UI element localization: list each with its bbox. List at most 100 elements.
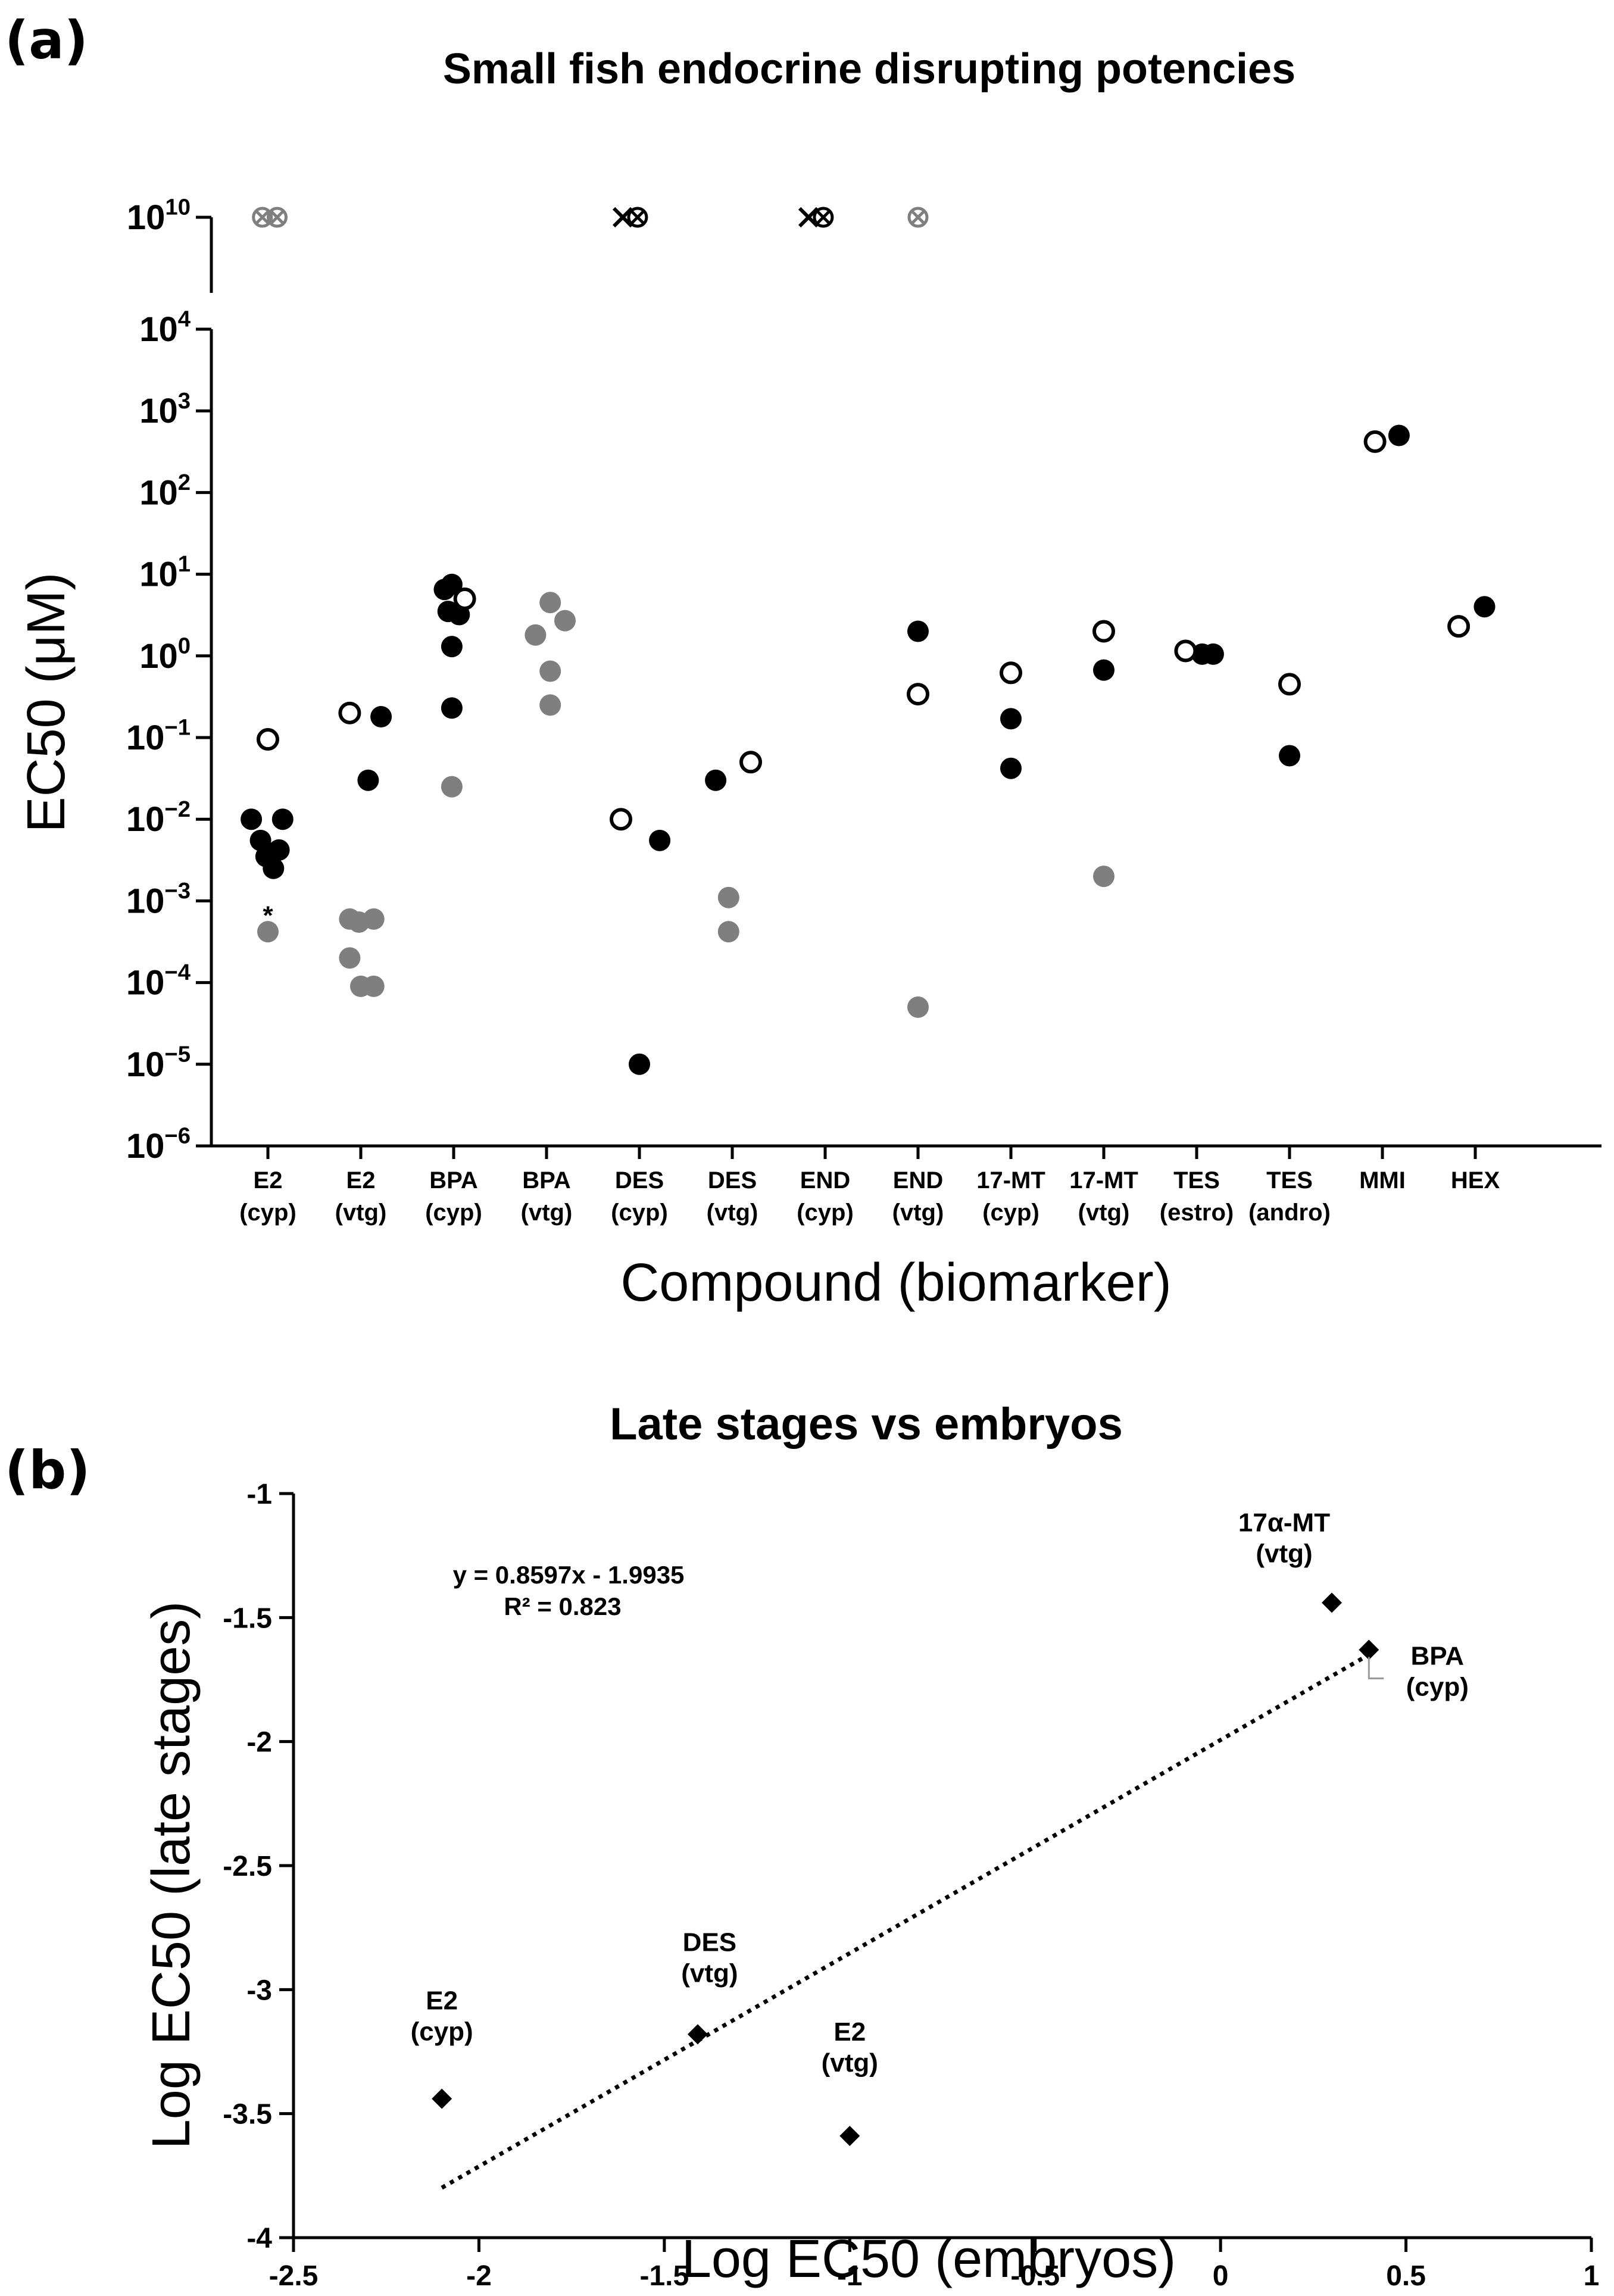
marker-cross — [816, 210, 831, 224]
y-tick-label: 10−5 — [126, 1041, 191, 1083]
x-tick-label: 0 — [1213, 2260, 1229, 2292]
marker-cross — [255, 210, 270, 224]
y-tick-label: 10−4 — [126, 960, 191, 1002]
x-tick-label: BPA — [429, 1167, 477, 1194]
trendline — [441, 1653, 1371, 2190]
x-tick-label: 17-MT — [976, 1167, 1045, 1194]
x-tick-label: DES — [708, 1167, 757, 1194]
panel-a-x-axis-label: Compound (biomarker) — [620, 1253, 1171, 1313]
data-point — [627, 207, 648, 228]
data-point — [441, 573, 463, 595]
data-point — [687, 2024, 708, 2045]
x-tick-label: (cyp) — [982, 1199, 1039, 1226]
data-point — [839, 2126, 860, 2147]
data-point — [441, 697, 463, 719]
data-point — [441, 636, 463, 658]
y-tick-label: -2.5 — [223, 1851, 272, 1882]
panel-a-plot: 10−6 10−5 10−4 10−3 10−2 10−1 100 101 102 103 104 1… — [126, 195, 1601, 1226]
data-point — [1447, 615, 1471, 638]
data-point — [705, 769, 727, 791]
panel-a-y-axis-label: EC50 (μM) — [17, 573, 76, 833]
data-point — [441, 776, 463, 798]
data-point — [1202, 643, 1224, 665]
x-tick-label: MMI — [1359, 1167, 1406, 1194]
point-label: (vtg) — [1256, 1539, 1312, 1568]
y-tick-label: 1010 — [127, 195, 191, 237]
panel-a-title: Small fish endocrine disrupting potencie… — [443, 45, 1295, 93]
panel-a-tag: (a) — [5, 10, 88, 71]
panel-b-title: Late stages vs embryos — [610, 1399, 1123, 1450]
x-tick-label: (vtg) — [892, 1199, 944, 1226]
x-tick-label: (vtg) — [707, 1199, 758, 1226]
marker-cross — [630, 210, 645, 224]
data-point — [1092, 620, 1115, 643]
data-point — [1388, 424, 1410, 446]
data-point — [539, 694, 561, 716]
panel-b-x-axis-label: Log EC50 (embryos) — [682, 2229, 1176, 2289]
marker-circle — [267, 207, 288, 228]
marker-cross — [798, 207, 819, 228]
data-point — [1000, 661, 1022, 685]
data-point — [907, 683, 929, 706]
point-label: (vtg) — [822, 2048, 878, 2078]
data-point — [525, 624, 547, 646]
data-point — [717, 921, 739, 943]
data-point — [539, 592, 561, 614]
data-point — [612, 207, 633, 228]
data-point — [629, 1053, 650, 1075]
x-tick-label: -0.5 — [1010, 2260, 1060, 2292]
x-tick-label: (vtg) — [335, 1199, 387, 1226]
x-tick-label: (vtg) — [521, 1199, 573, 1226]
marker-cross — [612, 207, 633, 228]
x-tick-label: TES — [1173, 1167, 1220, 1194]
data-point — [370, 705, 392, 727]
data-point — [1000, 757, 1022, 779]
x-tick-label: -1.5 — [639, 2260, 689, 2292]
data-point — [241, 808, 263, 830]
y-tick-label: 10−3 — [126, 878, 191, 920]
data-point — [1174, 639, 1197, 663]
marker-circle — [907, 207, 929, 228]
data-point — [1359, 1639, 1379, 1660]
y-tick-label: 10−6 — [126, 1123, 191, 1166]
marker-circle — [627, 207, 648, 228]
x-tick-label: END — [893, 1167, 943, 1194]
data-point — [1279, 745, 1300, 767]
data-point — [363, 975, 385, 997]
data-point — [267, 207, 288, 228]
data-point — [1363, 430, 1387, 453]
point-label: E2 — [833, 2017, 866, 2047]
y-tick-label: 10−1 — [126, 715, 191, 757]
r-squared: R² = 0.823 — [504, 1592, 621, 1620]
data-point — [907, 996, 929, 1018]
data-point — [363, 908, 385, 930]
x-tick-label: -1 — [837, 2260, 863, 2292]
x-tick-label: (cyp) — [797, 1199, 854, 1226]
y-tick-label: -2 — [246, 1727, 272, 1758]
y-tick-label: -3 — [246, 1975, 272, 2006]
x-tick-label: -2 — [466, 2260, 492, 2292]
panel-b-tag: (b) — [5, 1439, 90, 1501]
data-point — [268, 839, 290, 861]
y-tick-label: 10−2 — [126, 796, 191, 839]
data-point — [813, 207, 834, 228]
marker-cross — [270, 210, 285, 224]
point-label: (vtg) — [681, 1958, 738, 1988]
data-point — [357, 769, 379, 791]
data-point — [610, 808, 632, 831]
data-point — [1093, 866, 1114, 888]
data-point — [539, 660, 561, 682]
data-point — [339, 947, 361, 969]
data-point — [271, 808, 294, 830]
x-tick-label: (vtg) — [1078, 1199, 1130, 1226]
point-label: BPA — [1410, 1642, 1464, 1671]
annotation-asterisk: * — [263, 901, 273, 930]
x-tick-label: DES — [615, 1167, 664, 1194]
x-tick-label: 17-MT — [1069, 1167, 1138, 1194]
panel-b-y-axis-label: Log EC50 (late stages) — [142, 1601, 201, 2150]
data-point — [717, 886, 739, 908]
point-label: (cyp) — [1406, 1673, 1469, 1702]
x-tick-label: 1 — [1584, 2260, 1600, 2292]
x-tick-label: E2 — [346, 1167, 376, 1194]
